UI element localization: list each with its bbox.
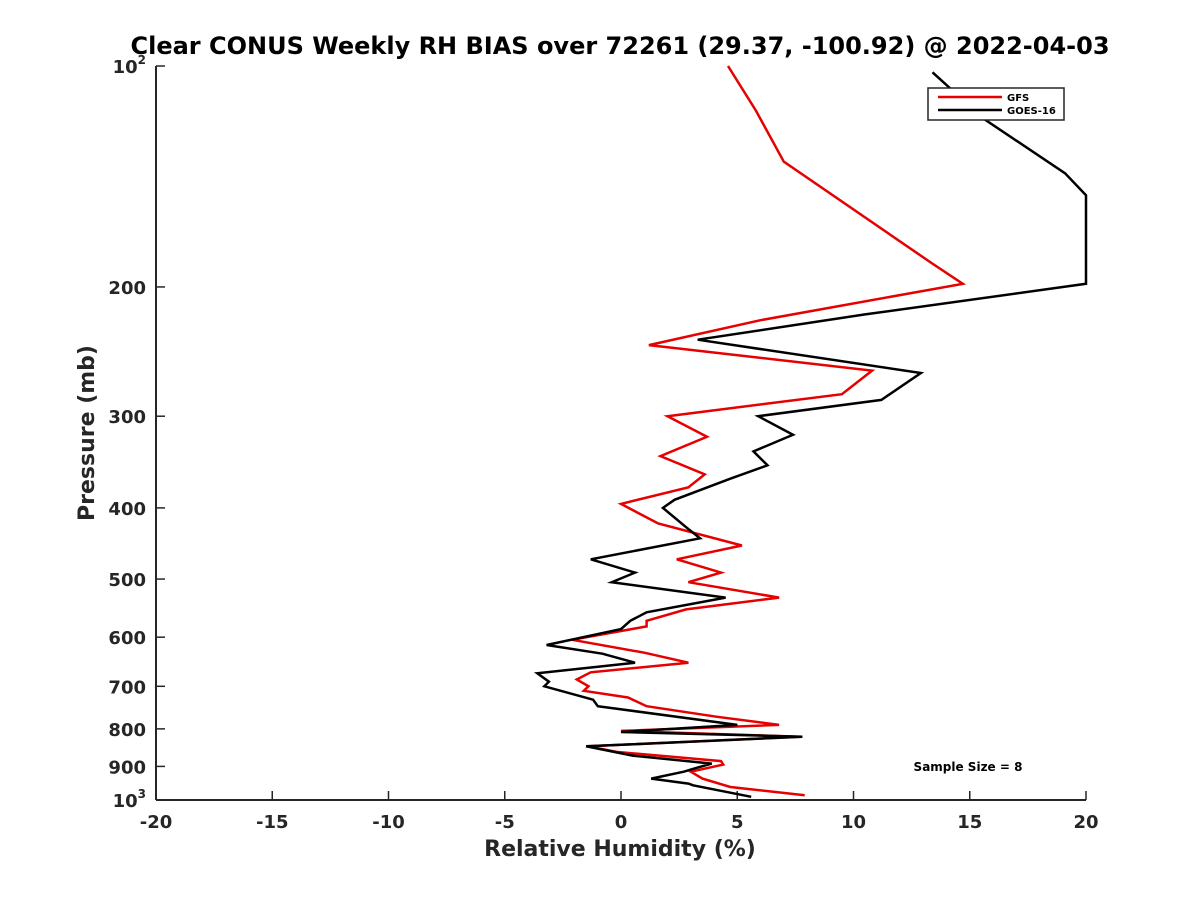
x-tick-label: -15	[256, 812, 289, 833]
series-line-goes16	[533, 71, 1088, 799]
y-axis-ticks: 102 200 300 400 500 600 700 800 900 103	[108, 53, 165, 812]
x-tick-label: -5	[495, 812, 515, 833]
sample-size-annotation: Sample Size = 8	[914, 760, 1023, 774]
x-axis-ticks: -20 -15 -10 -5 0 5 10 15 20	[140, 791, 1099, 833]
y-tick-label: 200	[108, 278, 146, 299]
chart-title: Clear CONUS Weekly RH BIAS over 72261 (2…	[130, 32, 1109, 60]
x-tick-label: -20	[140, 812, 173, 833]
y-tick-label: 500	[108, 570, 146, 591]
y-axis-label: Pressure (mb)	[75, 345, 100, 521]
series-lines	[533, 65, 1088, 799]
legend-box	[927, 87, 1065, 121]
x-tick-label: 15	[957, 812, 982, 833]
legend: GFS GOES-16	[927, 87, 1065, 121]
y-tick-label: 103	[113, 787, 146, 812]
y-tick-label: 300	[108, 407, 146, 428]
y-tick-label: 600	[108, 628, 146, 649]
x-tick-label: -10	[372, 812, 405, 833]
y-tick-label: 102	[113, 53, 146, 78]
x-tick-label: 0	[615, 812, 628, 833]
y-tick-label: 700	[108, 677, 146, 698]
y-tick-label: 800	[108, 720, 146, 741]
x-tick-label: 10	[841, 812, 866, 833]
y-tick-label: 900	[108, 757, 146, 778]
legend-label-goes16: GOES-16	[1007, 106, 1056, 117]
x-axis-label: Relative Humidity (%)	[484, 837, 756, 862]
legend-label-gfs: GFS	[1007, 93, 1029, 104]
x-tick-label: 20	[1073, 812, 1098, 833]
y-tick-label: 400	[108, 499, 146, 520]
x-tick-label: 5	[731, 812, 744, 833]
